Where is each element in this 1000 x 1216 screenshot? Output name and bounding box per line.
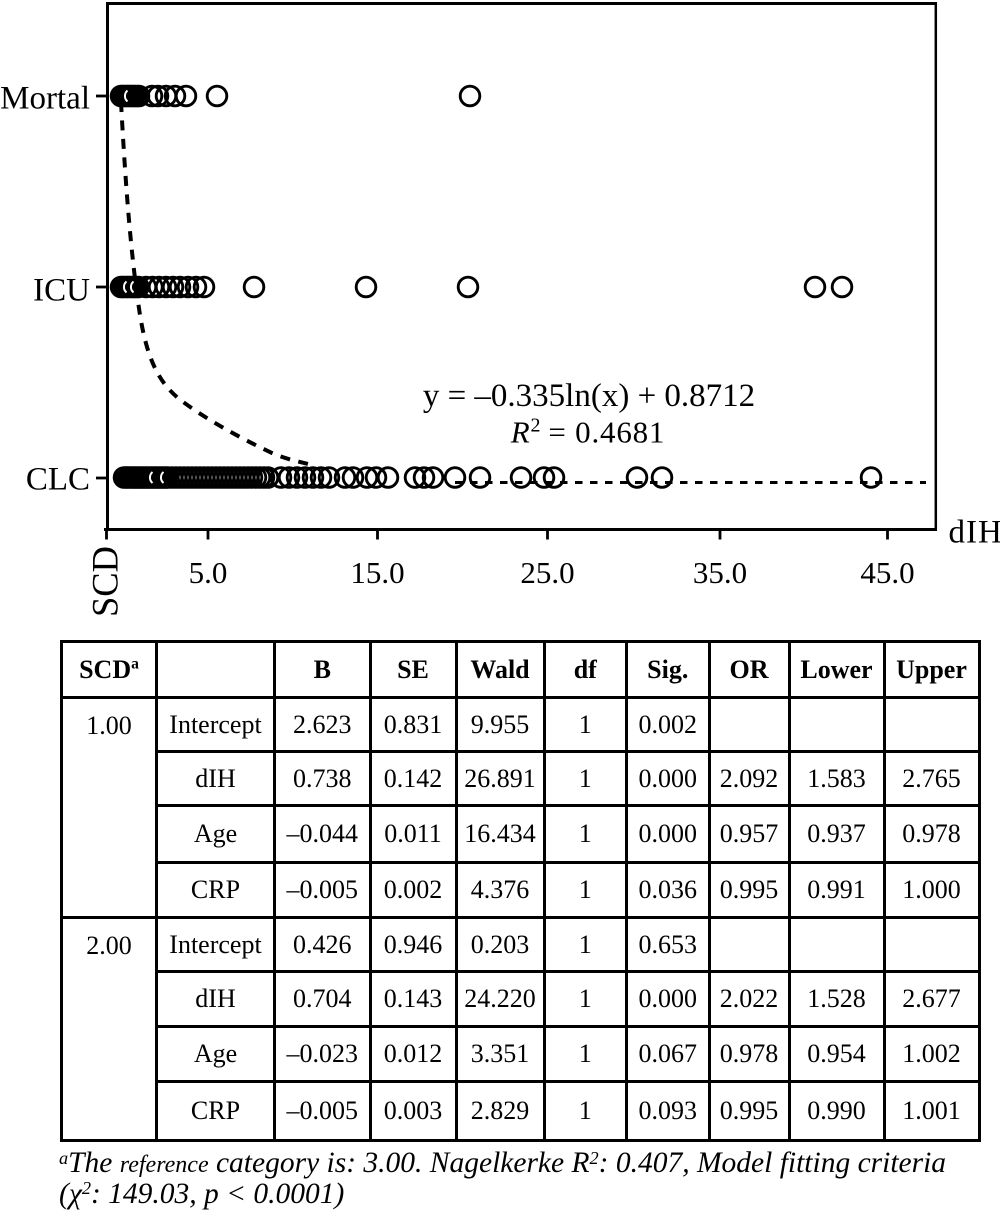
svg-text:ICU: ICU xyxy=(33,273,90,309)
svg-text:15.0: 15.0 xyxy=(350,555,404,590)
svg-text:35.0: 35.0 xyxy=(693,555,747,590)
svg-text:45.0: 45.0 xyxy=(860,555,914,590)
svg-text:SCD: SCD xyxy=(85,546,126,617)
svg-text:R2 = 0.4681: R2 = 0.4681 xyxy=(510,415,665,450)
svg-text:Mortal: Mortal xyxy=(0,81,90,117)
svg-text:y = –0.335ln(x) + 0.8712: y = –0.335ln(x) + 0.8712 xyxy=(423,378,755,414)
svg-text:CLC: CLC xyxy=(26,462,90,498)
svg-text:5.0: 5.0 xyxy=(189,555,228,590)
svg-text:25.0: 25.0 xyxy=(520,555,574,590)
svg-text:dIH: dIH xyxy=(949,515,1000,551)
